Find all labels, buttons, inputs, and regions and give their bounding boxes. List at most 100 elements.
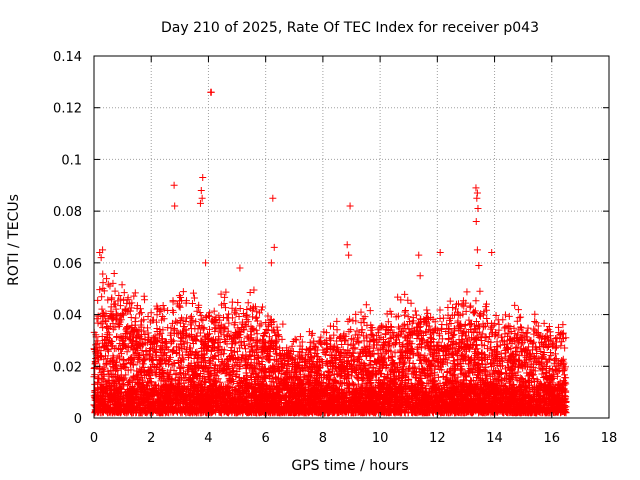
data-point xyxy=(116,302,124,310)
data-point xyxy=(173,318,181,326)
data-point xyxy=(193,348,201,356)
data-point xyxy=(202,378,210,386)
data-point xyxy=(538,370,546,378)
data-point xyxy=(510,324,518,332)
data-point xyxy=(370,350,378,358)
data-point xyxy=(188,312,196,320)
data-point xyxy=(472,318,480,326)
data-point xyxy=(306,344,314,352)
data-point xyxy=(531,310,539,318)
data-point xyxy=(551,350,559,358)
data-point xyxy=(98,305,106,313)
data-point xyxy=(489,322,497,330)
data-point xyxy=(415,351,423,359)
data-point xyxy=(99,279,107,287)
data-point xyxy=(227,347,235,355)
data-point xyxy=(294,351,302,359)
data-point xyxy=(561,374,569,382)
chart-title: Day 210 of 2025, Rate Of TEC Index for r… xyxy=(161,20,539,36)
data-point xyxy=(338,341,346,349)
data-point xyxy=(140,356,148,364)
data-point xyxy=(215,333,223,341)
data-point xyxy=(519,328,527,336)
data-point xyxy=(233,347,241,355)
data-point xyxy=(222,304,230,312)
data-point xyxy=(247,331,255,339)
data-point xyxy=(447,319,455,327)
data-point xyxy=(127,304,135,312)
data-point xyxy=(404,296,412,304)
data-point xyxy=(531,327,539,335)
data-point xyxy=(182,317,190,325)
data-point xyxy=(474,321,482,329)
data-point xyxy=(138,347,146,355)
data-point xyxy=(112,305,120,313)
data-point xyxy=(354,334,362,342)
data-point xyxy=(228,304,236,312)
data-point xyxy=(436,306,444,314)
data-point xyxy=(443,321,451,329)
data-point xyxy=(305,370,313,378)
data-point xyxy=(215,312,223,320)
data-point xyxy=(124,294,132,302)
data-point xyxy=(330,331,338,339)
data-point xyxy=(247,335,255,343)
data-point xyxy=(468,320,476,328)
data-point xyxy=(228,344,236,352)
data-point xyxy=(389,353,397,361)
data-point xyxy=(253,330,261,338)
data-point xyxy=(446,314,454,322)
data-point xyxy=(188,300,196,308)
data-point xyxy=(206,359,214,367)
data-point xyxy=(255,372,263,380)
data-point xyxy=(411,373,419,381)
data-point xyxy=(210,352,218,360)
data-point xyxy=(93,315,101,323)
data-point xyxy=(511,330,519,338)
data-point xyxy=(333,317,341,325)
data-point xyxy=(424,309,432,317)
data-point xyxy=(330,322,338,330)
data-point xyxy=(530,325,538,333)
data-point xyxy=(230,354,238,362)
data-point xyxy=(433,358,441,366)
data-point xyxy=(524,324,532,332)
data-point xyxy=(183,339,191,347)
data-point xyxy=(177,293,185,301)
data-point xyxy=(94,319,102,327)
data-point xyxy=(333,326,341,334)
data-point xyxy=(476,287,484,295)
data-point xyxy=(357,308,365,316)
data-point xyxy=(279,367,287,375)
data-point xyxy=(433,341,441,349)
data-point xyxy=(243,305,251,313)
data-point xyxy=(249,346,257,354)
data-point xyxy=(99,270,107,278)
data-point xyxy=(386,334,394,342)
data-point xyxy=(349,349,357,357)
data-point xyxy=(428,356,436,364)
data-point xyxy=(526,355,534,363)
data-point xyxy=(292,336,300,344)
data-point xyxy=(434,373,442,381)
data-point xyxy=(531,367,539,375)
data-point xyxy=(466,303,474,311)
data-point xyxy=(437,343,445,351)
data-point xyxy=(242,322,250,330)
data-point xyxy=(186,314,194,322)
data-point xyxy=(349,317,357,325)
data-point xyxy=(435,330,443,338)
data-point xyxy=(326,358,334,366)
data-point xyxy=(230,348,238,356)
data-point xyxy=(483,306,491,314)
data-point xyxy=(147,309,155,317)
data-point xyxy=(557,342,565,350)
data-point xyxy=(187,359,195,367)
data-point xyxy=(273,375,281,383)
data-point xyxy=(317,333,325,341)
data-point xyxy=(505,312,513,320)
data-point xyxy=(524,346,532,354)
data-point xyxy=(102,310,110,318)
data-point xyxy=(408,330,416,338)
data-point xyxy=(115,291,123,299)
